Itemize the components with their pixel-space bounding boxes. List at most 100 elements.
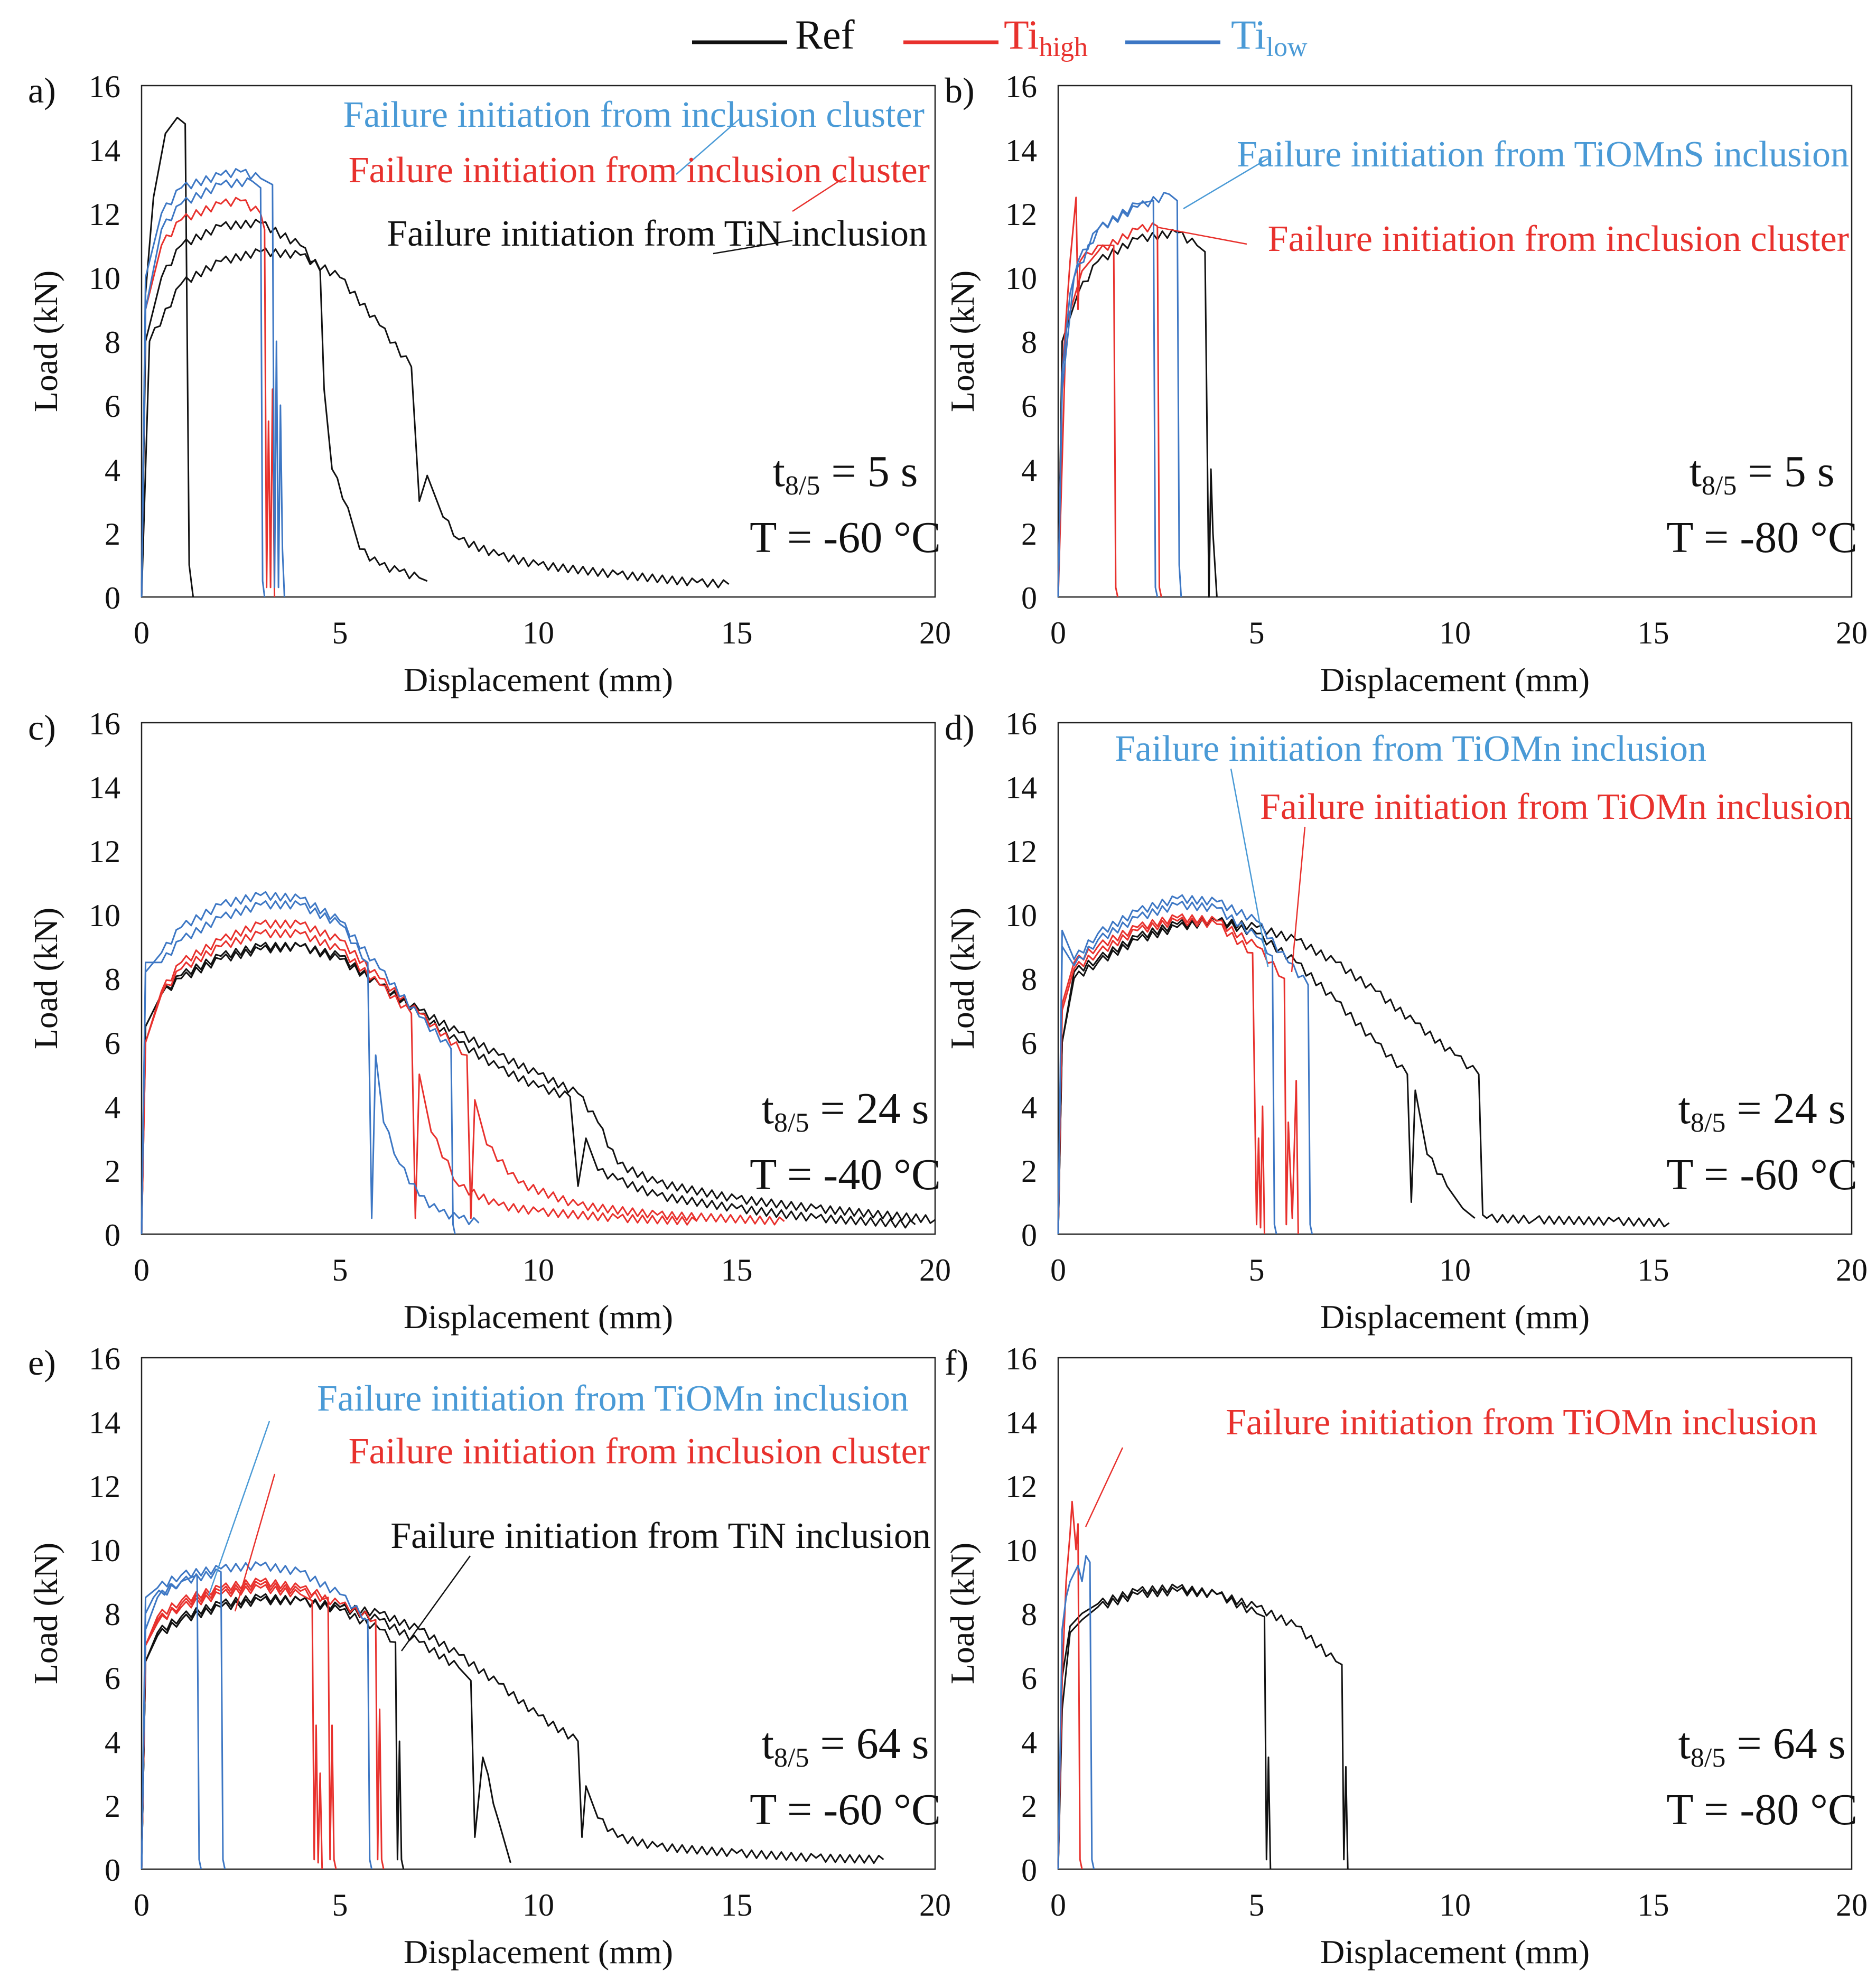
annotation-leader [1085, 1447, 1124, 1527]
y-tick-label: 8 [105, 1597, 120, 1632]
cooling-time-label: t8/5 = 24 s [1678, 1084, 1846, 1138]
y-tick-label: 8 [1021, 1597, 1037, 1632]
x-tick-label: 0 [134, 1253, 150, 1287]
x-tick-label: 5 [1249, 1888, 1265, 1922]
series-line-ref [1057, 917, 1476, 1235]
annotation-leader [1291, 826, 1306, 973]
plot-frame [141, 722, 936, 1235]
series-line-tihigh [1057, 197, 1119, 598]
series-line-ref [141, 1596, 884, 1870]
series-line-tilow [1057, 192, 1182, 598]
series-line-tilow [141, 891, 456, 1235]
x-tick-label: 10 [522, 615, 554, 650]
y-tick-label: 0 [1021, 1853, 1037, 1888]
y-tick-label: 16 [89, 706, 120, 741]
y-tick-label: 6 [105, 1026, 120, 1061]
x-tick-label: 15 [721, 1888, 753, 1922]
series-line-ref [1057, 229, 1218, 598]
y-tick-label: 0 [1021, 581, 1037, 615]
y-tick-label: 4 [1021, 453, 1037, 488]
y-tick-label: 0 [1021, 1218, 1037, 1253]
y-tick-label: 12 [89, 197, 120, 232]
annotation-text: Failure initiation from inclusion cluste… [349, 150, 930, 191]
y-tick-label: 14 [1005, 133, 1037, 168]
panel-b: b) 0 2 4 6 8 10 12 14 16 0 5 10 15 20 Displacement (mm)… [944, 69, 1868, 698]
y-tick-label: 2 [1021, 1789, 1037, 1824]
series-line-tihigh [1057, 1500, 1083, 1870]
y-tick-label: 0 [105, 1218, 120, 1253]
x-tick-label: 10 [522, 1888, 554, 1922]
y-tick-label: 2 [1021, 1154, 1037, 1189]
panel-label: c) [28, 707, 56, 748]
y-tick-label: 2 [1021, 517, 1037, 552]
panel-e: e) 0 2 4 6 8 10 12 14 16 0 5 10 15 20 Displacement (mm)… [27, 1341, 951, 1971]
y-tick-label: 6 [1021, 1026, 1037, 1061]
y-tick-label: 10 [1005, 898, 1037, 933]
y-tick-label: 16 [89, 69, 120, 104]
x-tick-label: 20 [919, 615, 951, 650]
x-axis-label: Displacement (mm) [1320, 1298, 1590, 1336]
test-temperature-label: T = -60 °C [750, 513, 941, 562]
x-axis-label: Displacement (mm) [404, 1933, 673, 1971]
series-line-tihigh [1057, 913, 1299, 1235]
series-line-ref [141, 941, 936, 1235]
series-line-ref [141, 247, 730, 598]
series-line-tihigh [1057, 917, 1265, 1235]
panel-a: a) 0 2 4 6 8 10 12 14 16 0 5 10 15 20 Displacement (mm)… [27, 69, 951, 698]
y-tick-label: 14 [1005, 1405, 1037, 1440]
y-tick-label: 8 [105, 962, 120, 997]
y-axis-label: Load (kN) [27, 1543, 64, 1684]
series-line-tilow [1057, 894, 1313, 1235]
series-line-ref [1057, 917, 1670, 1235]
y-tick-label: 6 [1021, 389, 1037, 424]
annotation-text: Failure initiation from inclusion cluste… [1268, 219, 1849, 259]
y-tick-label: 16 [89, 1341, 120, 1376]
x-tick-label: 5 [332, 615, 348, 650]
y-tick-label: 6 [105, 389, 120, 424]
x-tick-label: 20 [1836, 1253, 1868, 1287]
annotation-leader [400, 1555, 471, 1651]
y-tick-label: 8 [105, 325, 120, 360]
plot-frame [141, 1357, 936, 1870]
series-line-ref [141, 942, 916, 1235]
y-tick-label: 10 [89, 1533, 120, 1568]
y-axis-label: Load (kN) [944, 270, 981, 412]
annotation-leader [676, 118, 740, 175]
y-tick-label: 6 [105, 1661, 120, 1696]
y-tick-label: 4 [1021, 1090, 1037, 1125]
annotation-text: Failure initiation from TiOMn inclusion [1115, 729, 1706, 769]
y-tick-label: 12 [1005, 1469, 1037, 1504]
panel-f: f) 0 2 4 6 8 10 12 14 16 0 5 10 15 20 Displacement (mm)… [944, 1341, 1868, 1971]
x-axis-label: Displacement (mm) [1320, 1933, 1590, 1971]
y-tick-label: 12 [89, 1469, 120, 1504]
plot-frame [1057, 1357, 1853, 1870]
x-tick-label: 5 [1249, 1253, 1265, 1287]
annotation-leader [1156, 226, 1247, 245]
y-tick-label: 14 [89, 133, 120, 168]
series-line-tilow [141, 900, 480, 1235]
x-tick-label: 20 [1836, 1888, 1868, 1922]
y-tick-label: 14 [1005, 770, 1037, 805]
annotation-text: Failure initiation from TiN inclusion [387, 213, 927, 254]
y-tick-label: 14 [89, 1405, 120, 1440]
x-tick-label: 5 [332, 1253, 348, 1287]
y-tick-label: 12 [1005, 197, 1037, 232]
y-tick-label: 10 [89, 898, 120, 933]
x-tick-label: 0 [1050, 615, 1066, 650]
x-axis-label: Displacement (mm) [1320, 661, 1590, 698]
x-tick-label: 10 [1439, 1888, 1471, 1922]
x-tick-label: 5 [1249, 615, 1265, 650]
y-tick-label: 2 [105, 1789, 120, 1824]
series-line-tihigh [141, 1581, 385, 1870]
test-temperature-label: T = -60 °C [1666, 1150, 1858, 1199]
series-line-ref [1057, 1583, 1272, 1870]
panel-label: a) [28, 70, 56, 110]
x-tick-label: 0 [1050, 1888, 1066, 1922]
y-tick-label: 0 [105, 1853, 120, 1888]
test-temperature-label: T = -40 °C [750, 1150, 941, 1199]
series-line-ref [1057, 1586, 1349, 1870]
x-axis-label: Displacement (mm) [404, 661, 673, 698]
y-tick-label: 4 [105, 453, 120, 488]
y-axis-label: Load (kN) [944, 908, 981, 1049]
